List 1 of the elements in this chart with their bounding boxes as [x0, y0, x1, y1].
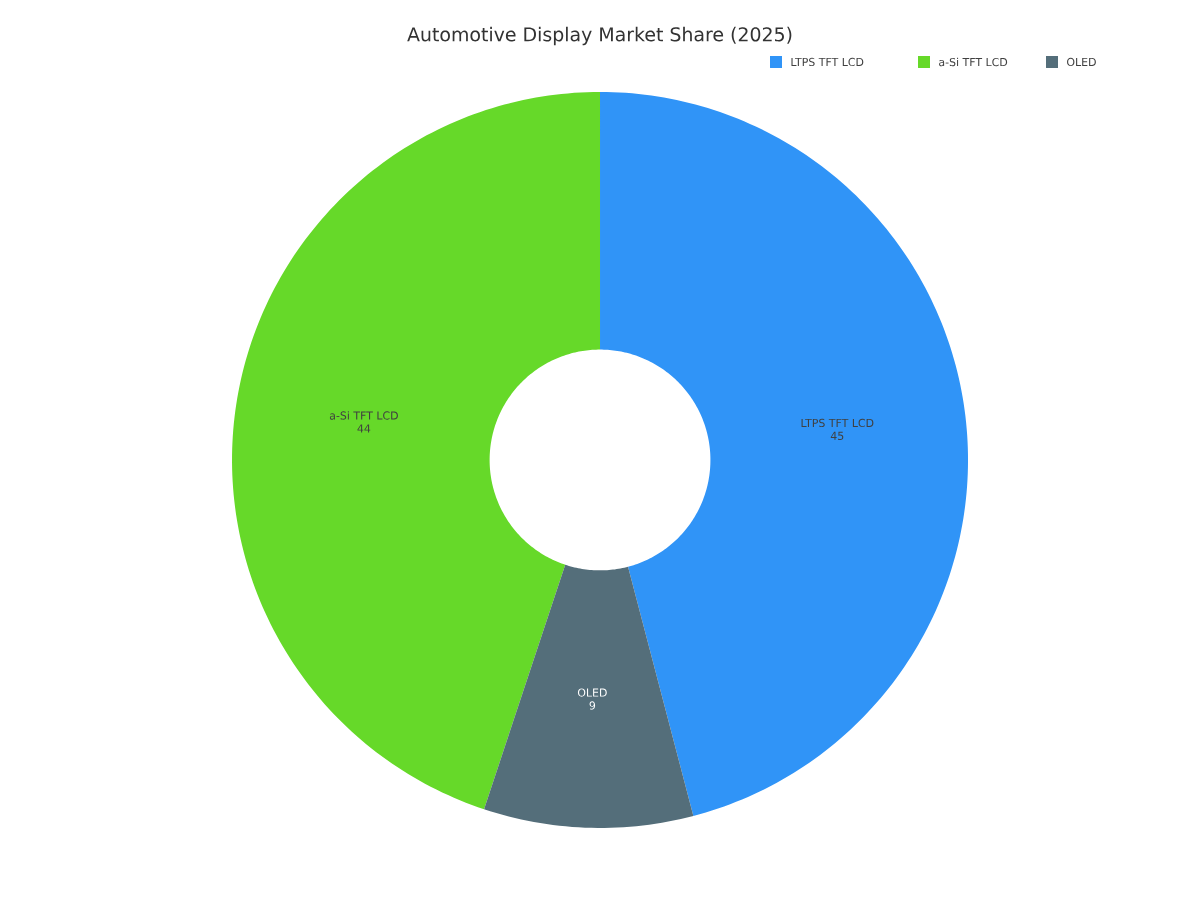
- chart-title: Automotive Display Market Share (2025): [407, 26, 792, 46]
